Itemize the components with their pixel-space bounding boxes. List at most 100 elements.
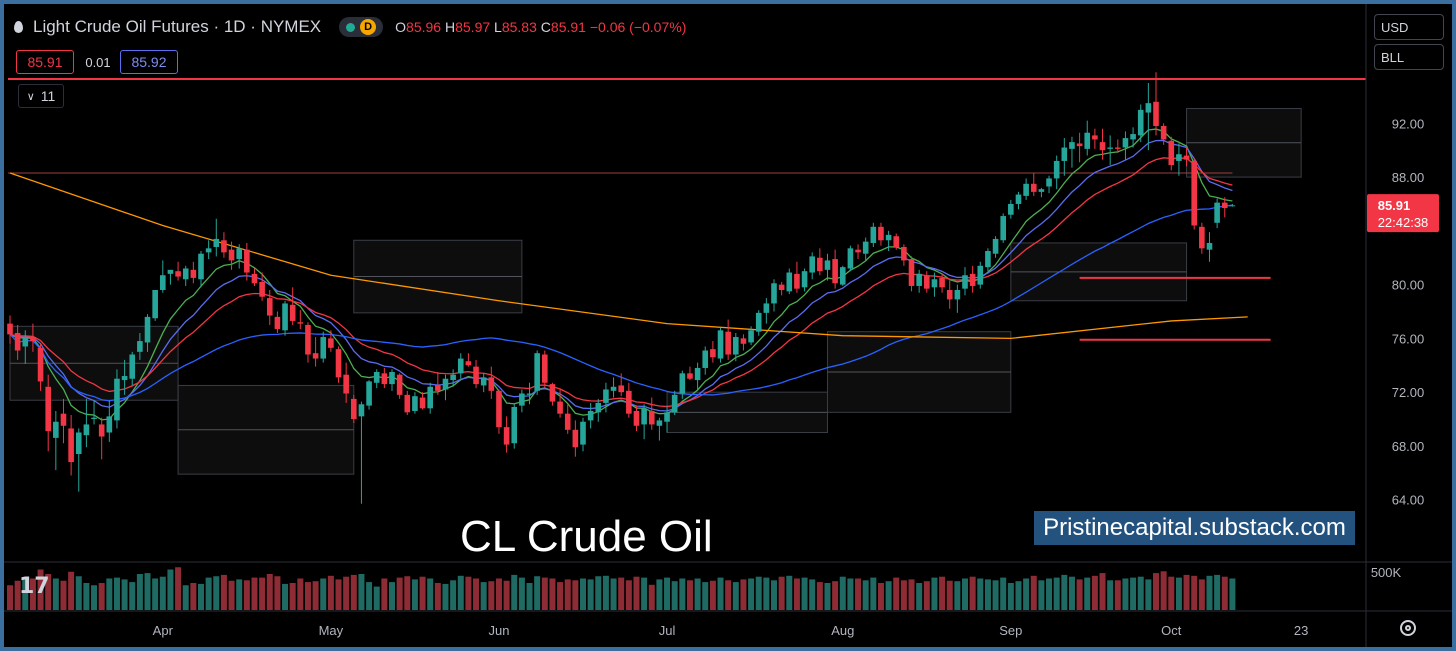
status-pill[interactable]: D: [339, 17, 384, 37]
volume-bar-29: [228, 580, 235, 610]
candle-79: [610, 386, 617, 391]
candle-2: [22, 337, 29, 347]
volume-bar-142: [1091, 575, 1098, 610]
countdown-value: 22:42:38: [1378, 215, 1429, 230]
time-axis: Apr May Jun Jul Aug Sep Oct 23: [153, 623, 1309, 638]
volume-bar-95: [732, 582, 739, 610]
market-open-icon: [346, 22, 356, 32]
volume-bar-13: [106, 578, 113, 610]
volume-bar-67: [518, 577, 525, 610]
candle-116: [893, 236, 900, 247]
volume-bar-120: [923, 581, 930, 610]
volume-bar-77: [595, 576, 602, 610]
candle-134: [1030, 183, 1037, 192]
volume-bar-98: [755, 576, 762, 610]
candle-87: [671, 394, 678, 413]
volume-bar-70: [541, 577, 548, 610]
volume-bar-111: [855, 578, 862, 610]
volume-bar-138: [1061, 574, 1068, 610]
candle-160: [1229, 205, 1236, 207]
volume-bar-73: [564, 579, 571, 610]
volume-bar-15: [121, 579, 128, 610]
volume-bar-109: [839, 576, 846, 610]
spread-value: 0.01: [85, 54, 111, 70]
volume-bar-28: [220, 574, 227, 610]
candle-113: [870, 226, 877, 243]
settings-gear-icon[interactable]: [1400, 620, 1416, 636]
volume-bar-65: [503, 580, 510, 610]
symbol-title[interactable]: Light Crude Oil Futures · 1D · NYMEX: [33, 17, 322, 36]
candle-150: [1153, 101, 1159, 126]
volume-bar-137: [1053, 577, 1060, 610]
candle-72: [557, 401, 563, 414]
candle-131: [1008, 203, 1014, 215]
candle-117: [901, 246, 907, 261]
volume-bar-35: [274, 576, 281, 610]
candle-84: [648, 410, 655, 425]
unit-select[interactable]: BLL: [1374, 44, 1444, 70]
candle-124: [954, 290, 961, 300]
volume-bar-2: [22, 577, 29, 610]
volume-bar-108: [832, 581, 839, 610]
volume-bar-147: [1130, 577, 1137, 610]
ohlc-readout: O85.96 H85.97 L85.83 C85.91 −0.06 (−0.07…: [395, 19, 687, 35]
volume-bar-38: [297, 578, 304, 610]
buy-price-button[interactable]: 85.92: [120, 50, 178, 74]
price-chart[interactable]: 64.00 68.00 72.00 76.00 80.00 88.00 92.00 85.91…: [4, 4, 1452, 647]
candle-106: [817, 257, 823, 272]
volume-bar-64: [495, 578, 502, 610]
volume-bar-127: [977, 578, 984, 610]
candle-18: [144, 316, 151, 343]
candle-143: [1099, 142, 1106, 151]
volume-bar-121: [931, 577, 938, 610]
volume-bar-103: [793, 578, 800, 610]
candle-148: [1137, 109, 1144, 136]
candle-19: [152, 290, 158, 319]
candle-88: [679, 373, 686, 394]
time-tick-May: May: [319, 623, 344, 638]
time-tick-Apr: Apr: [153, 623, 174, 638]
volume-bar-43: [335, 579, 342, 610]
volume-bar-53: [411, 579, 418, 610]
volume-bar-92: [709, 580, 716, 610]
candle-12: [98, 424, 105, 437]
candle-29: [228, 249, 235, 261]
sell-price-button[interactable]: 85.91: [16, 50, 74, 74]
volume-bar-140: [1076, 579, 1083, 610]
indicators-toggle[interactable]: ∨ 11: [18, 84, 64, 108]
volume-bar-126: [969, 576, 976, 610]
volume-bar-5: [45, 574, 52, 610]
volume-bar-0: [7, 585, 13, 610]
volume-bar-33: [259, 577, 266, 610]
candle-51: [396, 374, 403, 395]
candle-125: [962, 275, 968, 289]
candle-142: [1092, 135, 1098, 140]
candle-136: [1046, 178, 1052, 187]
volume-bar-113: [870, 577, 877, 610]
volume-bar-10: [83, 583, 90, 610]
volume-bar-59: [457, 575, 464, 610]
currency-select[interactable]: USD: [1374, 14, 1444, 40]
volume-bar-44: [343, 576, 350, 610]
volume-bar-30: [236, 579, 243, 610]
candle-65: [503, 427, 510, 445]
volume-bar-152: [1168, 576, 1175, 610]
volume-bar-144: [1107, 580, 1114, 610]
volume-bar-80: [618, 577, 625, 610]
volume-bar-55: [427, 578, 434, 610]
candle-141: [1084, 132, 1091, 149]
candle-44: [343, 374, 349, 394]
candle-68: [526, 393, 533, 395]
volume-bar-89: [686, 580, 693, 610]
candle-3: [30, 337, 36, 342]
candle-64: [496, 390, 502, 428]
candle-146: [1122, 138, 1129, 148]
time-tick-Jun: Jun: [488, 623, 509, 638]
candle-122: [939, 277, 945, 288]
volume-bar-132: [1015, 581, 1022, 610]
price-tick-80.00: 80.00: [1392, 278, 1425, 293]
volume-bar-52: [404, 576, 411, 610]
candle-28: [221, 240, 227, 253]
candle-49: [381, 373, 388, 385]
candle-59: [457, 358, 464, 374]
